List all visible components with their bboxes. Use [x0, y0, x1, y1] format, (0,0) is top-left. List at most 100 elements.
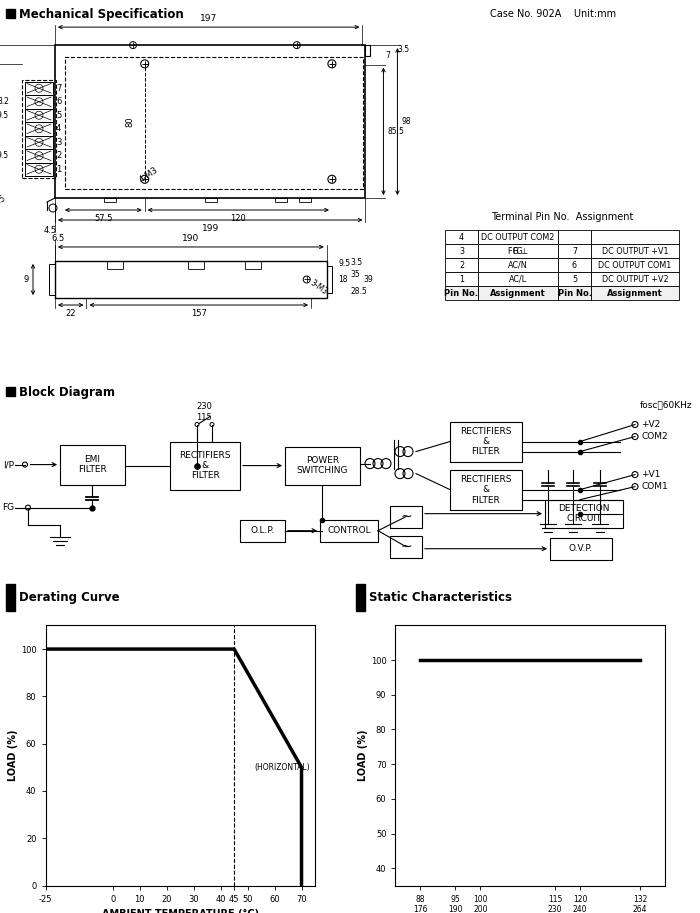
Bar: [245, 261, 261, 269]
Bar: [25, 149, 53, 163]
Text: 80: 80: [126, 116, 134, 127]
Text: Assignment: Assignment: [490, 289, 546, 298]
Bar: [205, 198, 217, 202]
Text: 1: 1: [56, 164, 62, 173]
Bar: [6, 583, 15, 611]
Text: Static Characteristics: Static Characteristics: [369, 591, 512, 603]
Bar: [299, 198, 311, 202]
Text: 9.5: 9.5: [339, 259, 351, 268]
Bar: [25, 109, 53, 122]
Bar: [107, 261, 122, 269]
Text: Pin No.: Pin No.: [557, 289, 592, 298]
Text: 115: 115: [196, 413, 212, 422]
Text: 7: 7: [386, 51, 391, 59]
Text: ϕ3.5: ϕ3.5: [0, 194, 7, 210]
Text: 3: 3: [56, 138, 62, 147]
Text: ~: ~: [400, 540, 412, 553]
Bar: [55, 45, 365, 198]
Bar: [6, 387, 15, 396]
Text: 35: 35: [351, 270, 360, 279]
Bar: [65, 58, 363, 189]
Text: I/P: I/P: [3, 460, 14, 469]
Bar: [240, 519, 285, 541]
Text: 4-M3: 4-M3: [137, 165, 160, 184]
Text: DC OUTPUT +V2: DC OUTPUT +V2: [602, 275, 668, 284]
Bar: [478, 272, 558, 286]
Bar: [356, 583, 365, 611]
Bar: [170, 442, 240, 489]
X-axis label: AMBIENT TEMPERATURE (°C): AMBIENT TEMPERATURE (°C): [102, 909, 259, 913]
Text: FG: FG: [2, 503, 14, 512]
Text: 157: 157: [191, 309, 206, 318]
Y-axis label: LOAD (%): LOAD (%): [8, 729, 18, 782]
Bar: [450, 422, 522, 462]
Text: O.V.P.: O.V.P.: [569, 544, 593, 553]
Bar: [445, 258, 478, 272]
Text: 28.5: 28.5: [351, 287, 368, 296]
Text: 7: 7: [56, 84, 62, 93]
Text: AC/L: AC/L: [509, 275, 527, 284]
Text: 98: 98: [401, 117, 411, 126]
Bar: [25, 122, 53, 135]
Text: AC/N: AC/N: [508, 260, 528, 269]
Bar: [60, 445, 125, 485]
Text: 6: 6: [572, 260, 577, 269]
Bar: [285, 446, 360, 485]
Text: Assignment: Assignment: [607, 289, 663, 298]
Text: POWER
SWITCHING: POWER SWITCHING: [297, 456, 349, 476]
Text: FG ⊥: FG ⊥: [508, 247, 528, 256]
Text: 85.5: 85.5: [387, 127, 405, 136]
Bar: [558, 244, 591, 258]
Bar: [591, 286, 679, 300]
Text: DC OUTPUT COM1: DC OUTPUT COM1: [598, 260, 671, 269]
Bar: [545, 499, 623, 528]
Bar: [55, 261, 327, 298]
Text: ~: ~: [400, 509, 412, 524]
Bar: [327, 266, 332, 293]
Text: Block Diagram: Block Diagram: [19, 386, 115, 399]
Bar: [25, 135, 53, 149]
Text: 39: 39: [364, 275, 373, 284]
Text: 7: 7: [572, 247, 577, 256]
Bar: [478, 244, 558, 258]
Text: FG: FG: [512, 247, 524, 256]
Bar: [445, 230, 478, 244]
Text: 4: 4: [459, 233, 464, 242]
Bar: [22, 79, 56, 178]
Text: COM1: COM1: [641, 482, 668, 491]
Text: Derating Curve: Derating Curve: [19, 591, 120, 603]
Bar: [365, 45, 370, 56]
Text: +V2: +V2: [641, 420, 660, 429]
Bar: [558, 230, 591, 244]
Bar: [550, 538, 612, 560]
Text: 9.5: 9.5: [0, 110, 9, 120]
Text: DC OUTPUT +V1: DC OUTPUT +V1: [602, 247, 668, 256]
Text: RECTIFIERS
&
FILTER: RECTIFIERS & FILTER: [461, 426, 512, 456]
Text: (HORIZONTAL): (HORIZONTAL): [254, 763, 309, 771]
Text: 4: 4: [56, 124, 62, 133]
Bar: [591, 258, 679, 272]
Text: EMI
FILTER: EMI FILTER: [78, 455, 107, 474]
Bar: [25, 81, 53, 95]
Bar: [188, 261, 204, 269]
Text: 2: 2: [459, 260, 464, 269]
Text: 18: 18: [339, 275, 348, 284]
Text: 6: 6: [56, 98, 62, 106]
Bar: [450, 469, 522, 509]
Bar: [558, 258, 591, 272]
Text: 3.5: 3.5: [398, 46, 410, 54]
Text: +V1: +V1: [641, 470, 660, 479]
Text: 5: 5: [572, 275, 577, 284]
Text: 3: 3: [459, 247, 464, 256]
Bar: [25, 95, 53, 109]
Text: 57.5: 57.5: [94, 214, 113, 223]
Bar: [558, 286, 591, 300]
Text: Pin No.: Pin No.: [444, 289, 479, 298]
Text: RECTIFIERS
&
FILTER: RECTIFIERS & FILTER: [461, 475, 512, 505]
Text: COM2: COM2: [641, 432, 668, 441]
Text: O.L.P.: O.L.P.: [251, 526, 274, 535]
Bar: [445, 244, 478, 258]
Text: DETECTION
CIRCUIT: DETECTION CIRCUIT: [559, 504, 610, 523]
Text: 3-M3: 3-M3: [309, 278, 330, 297]
Bar: [558, 272, 591, 286]
